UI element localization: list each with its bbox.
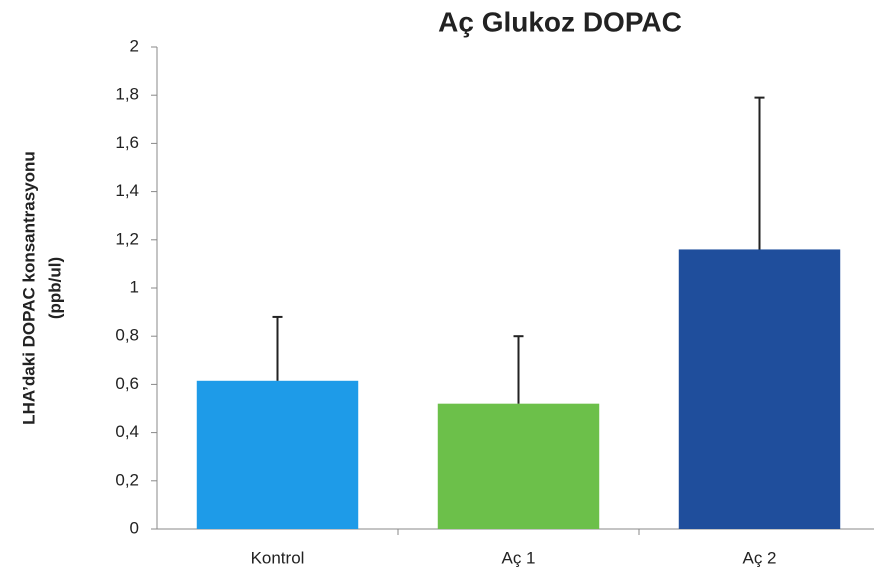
x-tick-label: Aç 2 [742,548,776,567]
y-tick-label: 0,8 [115,326,139,345]
x-tick-label: Aç 1 [501,548,535,567]
y-tick-label: 0,6 [115,374,139,393]
y-tick-label: 1,2 [115,229,139,248]
bar [678,249,841,529]
y-axis-label: (ppb/ul) [45,257,64,319]
bar [196,380,359,529]
bar [437,403,600,529]
x-tick-label: Kontrol [251,548,305,567]
y-tick-label: 0 [130,518,139,537]
y-tick-label: 1 [130,277,139,296]
y-tick-label: 1,6 [115,133,139,152]
chart-title: Aç Glukoz DOPAC [438,6,682,37]
y-tick-label: 2 [130,36,139,55]
y-tick-label: 0,4 [115,422,139,441]
y-tick-label: 0,2 [115,470,139,489]
y-tick-label: 1,4 [115,181,139,200]
y-axis-label: LHA’daki DOPAC konsantrasyonu [19,151,38,425]
y-tick-label: 1,8 [115,85,139,104]
